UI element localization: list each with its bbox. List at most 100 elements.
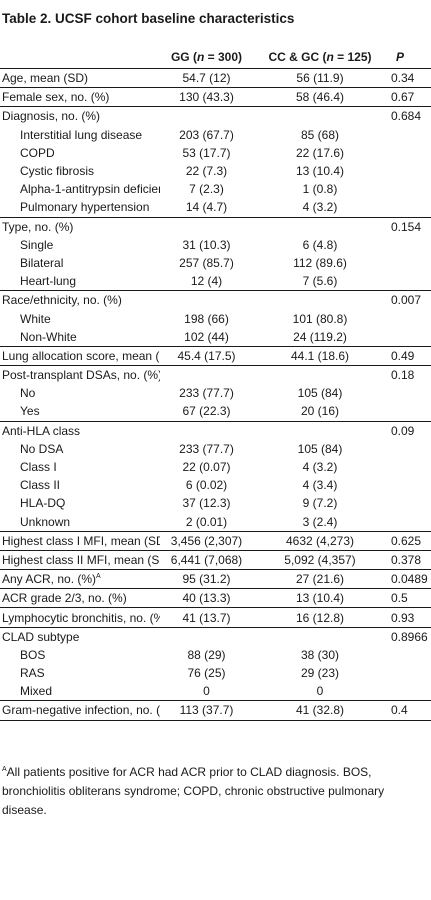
- table-title: Table 2. UCSF cohort baseline characteri…: [2, 11, 295, 26]
- table-row: BOS 88 (29) 38 (30): [0, 646, 431, 664]
- cc-gc-value: 7 (5.6): [302, 274, 338, 289]
- row-label: Diagnosis, no. (%): [0, 106, 160, 126]
- row-label-text: Class II: [20, 478, 61, 493]
- row-label-text: Highest class I MFI, mean (SD): [2, 533, 160, 548]
- cc-gc-value: 3 (2.4): [302, 514, 338, 529]
- p-value: [387, 328, 431, 347]
- row-label: Female sex, no. (%): [0, 87, 160, 107]
- table-row: Anti-HLA class 0.09: [0, 420, 431, 440]
- p-value: 0.378: [387, 549, 431, 570]
- p-value: [387, 458, 431, 476]
- p-value: [387, 254, 431, 272]
- row-label-text: HLA-DQ: [20, 496, 66, 511]
- row-label: COPD: [0, 144, 160, 162]
- table-header: GG (n = 300) CC & GC (n = 125) P: [0, 45, 431, 69]
- header-label-cell: [0, 45, 160, 69]
- footnote-text: All patients positive for ACR had ACR pr…: [2, 765, 385, 817]
- row-label: Lymphocytic bronchitis, no. (%): [0, 607, 160, 628]
- row-label: Class II: [0, 476, 160, 494]
- characteristics-table: GG (n = 300) CC & GC (n = 125) P Age, me…: [0, 45, 431, 721]
- p-value: [387, 402, 431, 421]
- row-label: CLAD subtype: [0, 626, 160, 646]
- gg-value: 37 (12.3): [182, 496, 231, 511]
- row-label: Alpha-1-antitrypsin deficiency: [0, 180, 160, 198]
- row-label-text: Lung allocation score, mean (SD): [2, 348, 160, 363]
- cc-gc-value: 27 (21.6): [253, 569, 387, 589]
- gg-value: 0: [203, 684, 210, 699]
- table-row: Highest class I MFI, mean (SD) 3,456 (2,3…: [0, 530, 431, 551]
- row-label: Any ACR, no. (%)A: [0, 569, 160, 589]
- cc-gc-value: [253, 420, 387, 440]
- cc-gc-value: 4 (3.4): [302, 478, 338, 493]
- gg-value: [160, 420, 253, 440]
- cc-gc-value: 4632 (4,273): [253, 530, 387, 551]
- p-value: 0.007: [387, 290, 431, 310]
- row-label-text: Mixed: [20, 684, 53, 699]
- header-cc-n: n: [326, 49, 334, 64]
- p-value: 0.67: [387, 87, 431, 107]
- table-row: Lymphocytic bronchitis, no. (%) 41 (13.7)…: [0, 607, 431, 628]
- p-value: 0.93: [387, 607, 431, 628]
- table-row: Bilateral 257 (85.7) 112 (89.6): [0, 254, 431, 272]
- header-gg-n: n: [196, 49, 205, 64]
- table-row: Lung allocation score, mean (SD)45.4 (17…: [0, 345, 431, 366]
- cc-gc-value: 24 (119.2): [293, 329, 347, 344]
- table-row: Post-transplant DSAs, no. (%) 0.18: [0, 365, 431, 385]
- row-label: Interstitial lung disease: [0, 126, 160, 144]
- p-value: [387, 476, 431, 494]
- cc-gc-value: [253, 365, 387, 385]
- footnote-marker: A: [2, 766, 7, 773]
- p-value: 0.34: [387, 67, 431, 88]
- gg-value: [160, 626, 253, 646]
- table-row: Non-White 102 (44) 24 (119.2): [0, 328, 431, 347]
- gg-value: 95 (31.2): [160, 569, 253, 589]
- row-label: Non-White: [0, 328, 160, 347]
- row-label: Type, no. (%): [0, 216, 160, 236]
- row-label: Highest class I MFI, mean (SD): [0, 530, 160, 551]
- p-value: 0.0489: [387, 569, 431, 589]
- gg-value: 233 (77.7): [179, 441, 234, 456]
- row-label: Post-transplant DSAs, no. (%): [0, 365, 160, 385]
- table-row: Female sex, no. (%) 130 (43.3) 58 (46.4) 0.…: [0, 87, 431, 107]
- gg-value: [160, 290, 253, 310]
- cc-gc-value: 20 (16): [300, 404, 340, 419]
- row-label-text: Type, no. (%): [2, 219, 74, 234]
- p-value: [387, 682, 431, 701]
- p-value: 0.625: [387, 530, 431, 551]
- row-label-text: Anti-HLA class: [2, 423, 81, 438]
- row-label: Yes: [0, 402, 160, 421]
- header-row: GG (n = 300) CC & GC (n = 125) P: [0, 45, 431, 69]
- row-label-text: COPD: [20, 145, 55, 160]
- cc-gc-value: 22 (17.6): [295, 145, 345, 160]
- p-value: 0.09: [387, 420, 431, 440]
- gg-value: 130 (43.3): [160, 87, 253, 107]
- table-row: Alpha-1-antitrypsin deficiency 7 (2.3) 1 (…: [0, 180, 431, 198]
- row-label: Single: [0, 236, 160, 254]
- p-value: [387, 198, 431, 217]
- row-label: No DSA: [0, 440, 160, 458]
- p-value: [387, 513, 431, 532]
- header-cc-prefix: CC & GC (: [268, 49, 327, 64]
- gg-value: 2 (0.01): [185, 514, 228, 529]
- row-label-text: ACR grade 2/3, no. (%): [2, 591, 127, 606]
- gg-value: 233 (77.7): [179, 386, 234, 401]
- gg-value: 203 (67.7): [179, 127, 234, 142]
- gg-value: 45.4 (17.5): [160, 345, 253, 366]
- row-label: White: [0, 309, 160, 327]
- gg-value: 31 (10.3): [182, 237, 231, 252]
- p-value: [387, 309, 431, 327]
- p-value: [387, 384, 431, 402]
- p-value: 0.684: [387, 106, 431, 126]
- p-value: 0.49: [387, 345, 431, 366]
- gg-value: 22 (7.3): [185, 164, 228, 179]
- gg-value: 76 (25): [187, 666, 226, 681]
- p-value: 0.5: [387, 588, 431, 608]
- table-row: Gram-negative infection, no. (%) 113 (37.…: [0, 700, 431, 721]
- table-row: Highest class II MFI, mean (SD) 6,441 (7,…: [0, 549, 431, 570]
- header-gg-prefix: GG (: [170, 49, 197, 64]
- gg-value: 14 (4.7): [185, 200, 228, 215]
- row-label-text: Age, mean (SD): [2, 71, 89, 86]
- gg-value: 102 (44): [184, 329, 229, 344]
- row-label: Lung allocation score, mean (SD): [0, 345, 160, 366]
